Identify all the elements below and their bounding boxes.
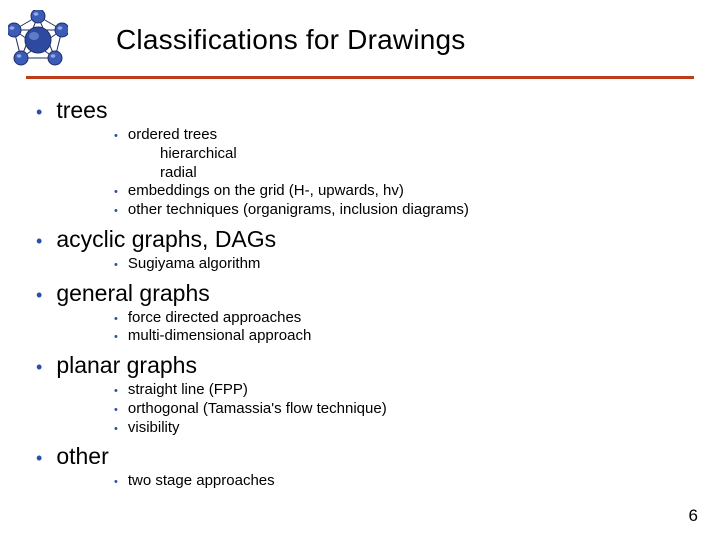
sublist: • ordered treeshierarchical radial • embeddi…: [114, 126, 684, 220]
sublist: • Sugiyama algorithm: [114, 255, 684, 274]
list-item: • planar graphs • straight line (FPP) • ortho…: [36, 352, 684, 437]
item-label: hierarchical: [160, 145, 237, 162]
item-label: other techniques (organigrams, inclusion…: [128, 201, 469, 220]
bullet-icon: •: [114, 422, 118, 437]
item-label: visibility: [128, 419, 180, 438]
item-label: acyclic graphs, DAGs: [56, 226, 276, 253]
bullet-icon: •: [36, 358, 42, 376]
bullet-icon: •: [36, 103, 42, 121]
item-label: trees: [56, 97, 107, 124]
item-label: straight line (FPP): [128, 381, 248, 400]
list-item: • trees • ordered treeshierarchical radial • e…: [36, 97, 684, 220]
bullet-icon: •: [114, 185, 118, 200]
item-label: multi-dimensional approach: [128, 327, 311, 346]
list-item: • force directed approaches: [114, 309, 684, 328]
list-item: radial: [160, 164, 684, 183]
bullet-icon: •: [36, 286, 42, 304]
list-item: hierarchical: [160, 145, 684, 164]
slide-title: Classifications for Drawings: [116, 24, 466, 56]
item-label: planar graphs: [56, 352, 197, 379]
outline-list: • trees • ordered treeshierarchical radial • e…: [36, 97, 684, 491]
item-label: general graphs: [56, 280, 209, 307]
list-item: • other techniques (organigrams, inclusio…: [114, 201, 684, 220]
slide: Classifications for Drawings • trees • orde…: [0, 0, 720, 540]
bullet-icon: •: [114, 312, 118, 327]
bullet-icon: •: [114, 384, 118, 399]
bullet-icon: •: [114, 403, 118, 418]
item-label: two stage approaches: [128, 472, 275, 491]
item-label: force directed approaches: [128, 309, 301, 328]
sublist: • straight line (FPP) • orthogonal (Tamassi…: [114, 381, 684, 437]
list-item: • acyclic graphs, DAGs • Sugiyama algorithm: [36, 226, 684, 274]
logo-graph-icon: [8, 10, 68, 70]
item-label: radial: [160, 164, 197, 181]
bullet-icon: •: [114, 129, 118, 144]
item-label: ordered trees: [128, 126, 217, 145]
list-item: • ordered treeshierarchical radial: [114, 126, 684, 182]
list-item: • orthogonal (Tamassia's flow technique): [114, 400, 684, 419]
item-label: embeddings on the grid (H-, upwards, hv): [128, 182, 404, 201]
list-item: • Sugiyama algorithm: [114, 255, 684, 274]
list-item: • two stage approaches: [114, 472, 684, 491]
sublist: • force directed approaches • multi-dimensi…: [114, 309, 684, 347]
list-item: • other • two stage approaches: [36, 443, 684, 491]
item-label: other: [56, 443, 108, 470]
bullet-icon: •: [114, 204, 118, 219]
sublist: • two stage approaches: [114, 472, 684, 491]
bullet-icon: •: [36, 232, 42, 250]
list-item: • embeddings on the grid (H-, upwards, hv…: [114, 182, 684, 201]
list-item: • general graphs • force directed approache…: [36, 280, 684, 347]
list-item: • visibility: [114, 419, 684, 438]
bullet-icon: •: [114, 475, 118, 490]
bullet-icon: •: [36, 449, 42, 467]
list-item: • straight line (FPP): [114, 381, 684, 400]
item-label: orthogonal (Tamassia's flow technique): [128, 400, 387, 419]
subsublist: hierarchical radial: [160, 145, 684, 183]
list-item: • multi-dimensional approach: [114, 327, 684, 346]
content: • trees • ordered treeshierarchical radial • e…: [0, 79, 720, 491]
item-label: Sugiyama algorithm: [128, 255, 261, 274]
page-number: 6: [689, 506, 698, 526]
bullet-icon: •: [114, 330, 118, 345]
header: Classifications for Drawings: [0, 0, 720, 70]
bullet-icon: •: [114, 258, 118, 273]
